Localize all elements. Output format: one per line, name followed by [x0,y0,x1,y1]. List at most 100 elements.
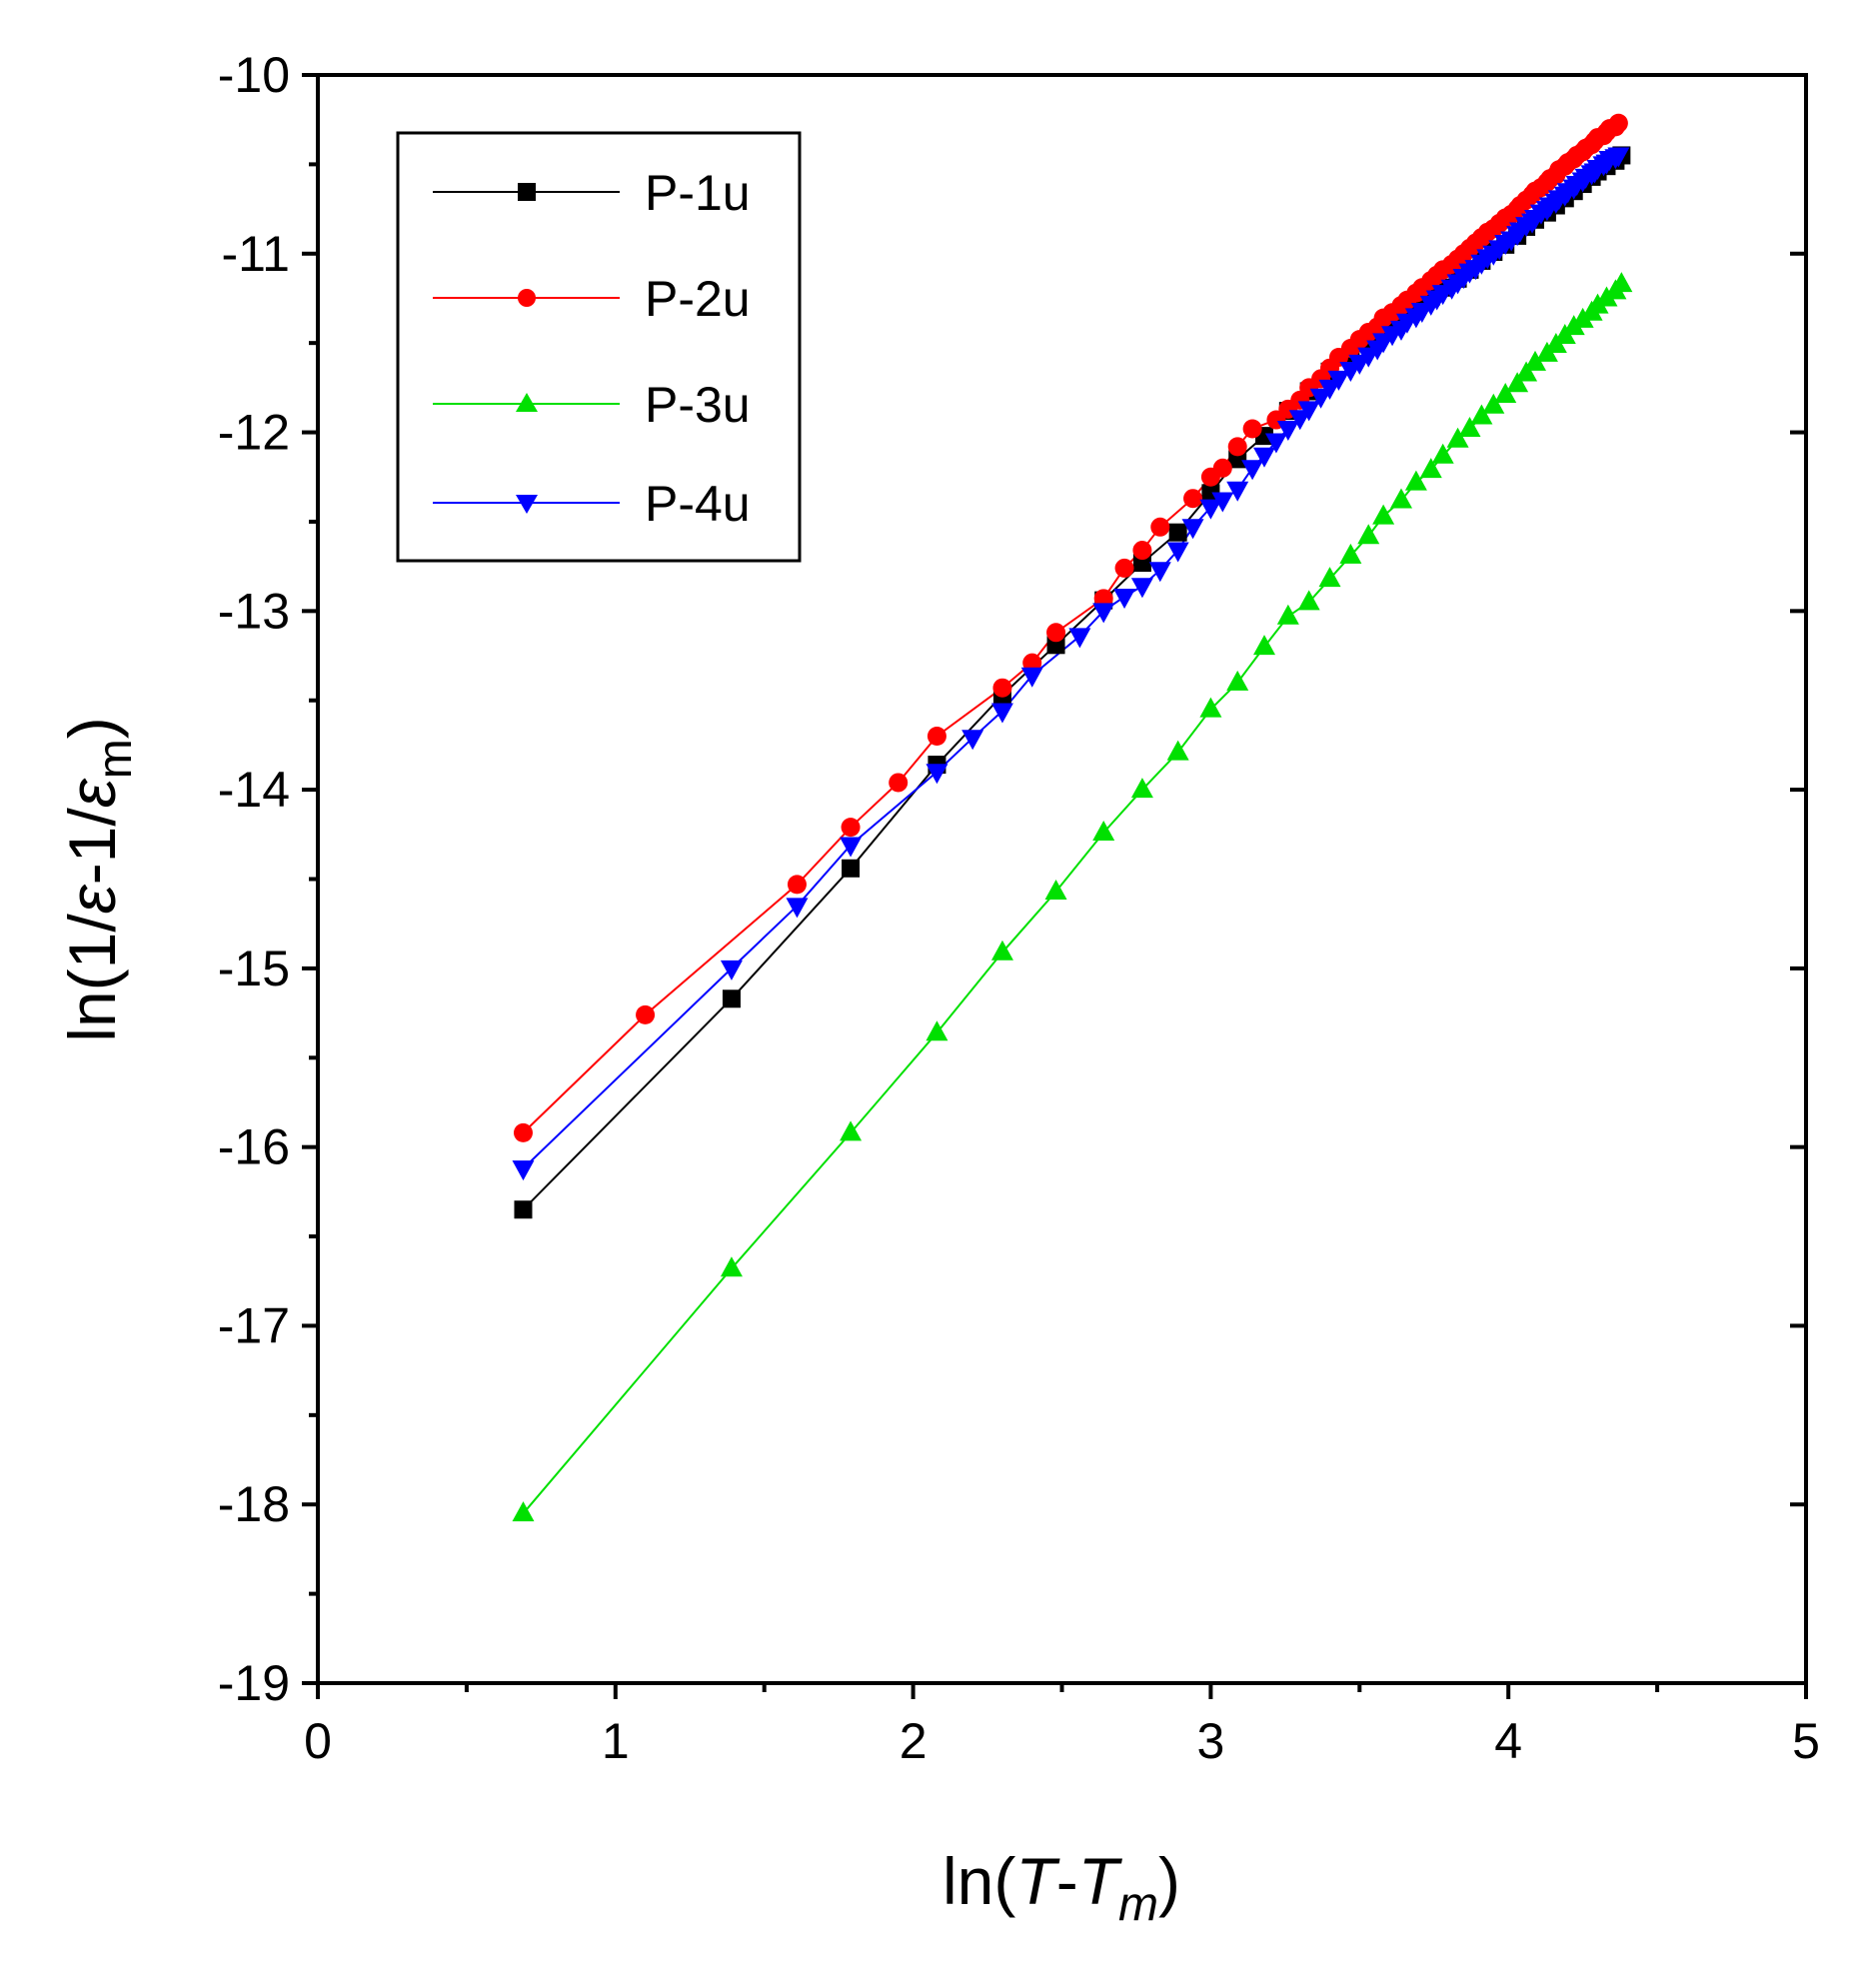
data-point-p3u [840,1120,863,1141]
data-point-p4u [1241,460,1264,481]
x-title-part-1: ln( [942,1844,1015,1918]
y-title-part-6: ) [55,717,129,739]
data-point-p1u [722,989,741,1008]
data-point-p3u [1318,567,1341,588]
data-point-p2u [1183,489,1203,509]
y-tick-label: -14 [218,762,290,818]
data-point-p2u [513,1122,533,1142]
y-title-part-4: ε [55,778,129,808]
x-axis-ticks: 0 1 2 3 4 5 [304,1683,1820,1769]
data-point-p4u [1226,481,1249,502]
data-point-p4u [1020,667,1043,688]
data-point-p4u [1276,420,1299,441]
data-point-p2u [787,875,807,895]
legend-marker-p1u [518,183,536,201]
data-point-p2u [1046,623,1066,643]
data-point-p4u [1166,542,1189,563]
series-markers [512,113,1633,1522]
data-point-p2u [1132,541,1152,561]
x-title-part-3: - [1056,1844,1078,1918]
y-axis-title: ln(1/ε-1/εm) [55,717,142,1041]
data-point-p3u [1092,821,1115,842]
data-point-p3u [1446,427,1469,448]
data-point-p3u [1253,635,1276,656]
data-point-p3u [990,940,1013,961]
data-point-p3u [1431,443,1454,464]
data-point-p1u [514,1200,533,1219]
data-point-p2u [1608,113,1628,133]
y-title-part-2: ε [55,884,129,914]
data-point-p2u [889,773,909,793]
data-point-p2u [636,1004,656,1024]
x-tick-label: 4 [1494,1713,1522,1769]
data-point-p4u [1297,401,1320,422]
y-tick-label: -15 [218,941,290,996]
data-point-p3u [1524,350,1547,371]
y-tick-label: -11 [221,226,290,282]
y-tick-label: -17 [218,1297,290,1353]
data-point-p4u [1130,578,1153,599]
data-point-p2u [927,726,946,746]
y-tick-label: -19 [218,1655,290,1711]
y-tick-label: -16 [218,1119,290,1175]
x-axis-title: ln(T-Tm) [942,1844,1180,1931]
data-point-p3u [1458,416,1481,437]
x-title-part-4: T [1078,1844,1123,1918]
data-point-p1u [842,859,861,878]
data-point-p3u [1276,604,1299,625]
data-point-p2u [1150,517,1170,537]
data-point-p3u [1404,470,1427,491]
y-axis-ticks: -19 -18 -17 -16 -15 -14 -13 -12 -11 -10 [218,47,1806,1711]
data-point-p4u [1199,499,1222,520]
data-point-p4u [961,730,984,751]
data-point-p4u [1318,379,1341,400]
legend-label-p2u: P-2u [645,271,751,327]
x-tick-label: 1 [602,1713,630,1769]
legend: P-1u P-2u P-3u P-4u [396,131,802,563]
data-point-p4u [720,960,743,981]
data-point-p3u [1297,590,1320,611]
data-point-p4u [1607,147,1630,168]
legend-marker-p3u [516,393,538,412]
legend-marker-p4u [516,495,538,514]
legend-label-p4u: P-4u [645,476,751,532]
y-title-subscript: m [89,739,142,779]
data-point-p3u [1130,778,1153,799]
data-point-p3u [1419,458,1442,479]
x-title-subscript: m [1118,1878,1158,1931]
data-point-p4u [926,764,948,785]
data-point-p4u [1181,519,1204,540]
legend-label-p3u: P-3u [645,377,751,433]
y-tick-label: -12 [218,405,290,461]
data-point-p4u [1068,628,1091,649]
data-point-p3u [1226,670,1249,691]
data-point-p3u [1470,404,1493,425]
data-point-p3u [1506,372,1529,393]
data-point-p3u [1166,740,1189,761]
data-point-p3u [720,1256,743,1277]
data-point-p4u [1253,447,1276,468]
x-title-part-2: T [1015,1844,1060,1918]
data-point-p4u [1288,410,1311,431]
data-point-p4u [1092,603,1115,624]
x-tick-label: 0 [304,1713,332,1769]
data-point-p4u [1211,492,1234,513]
data-point-p3u [1515,361,1538,382]
data-point-p3u [1357,524,1380,545]
data-point-p4u [786,898,809,919]
data-point-p3u [1389,488,1412,509]
data-point-p2u [992,678,1012,698]
data-point-p4u [1148,562,1171,583]
data-point-p3u [1482,393,1505,414]
y-tick-label: -10 [218,47,290,103]
y-title-part-1: ln(1/ [55,914,129,1042]
y-tick-label: -13 [218,583,290,639]
legend-marker-p2u [518,289,536,307]
data-point-p2u [841,818,861,838]
data-point-p4u [840,837,863,858]
data-point-p3u [1339,543,1362,564]
data-point-p2u [1114,558,1134,578]
data-point-p3u [1199,697,1222,718]
x-title-part-6: ) [1158,1844,1180,1918]
